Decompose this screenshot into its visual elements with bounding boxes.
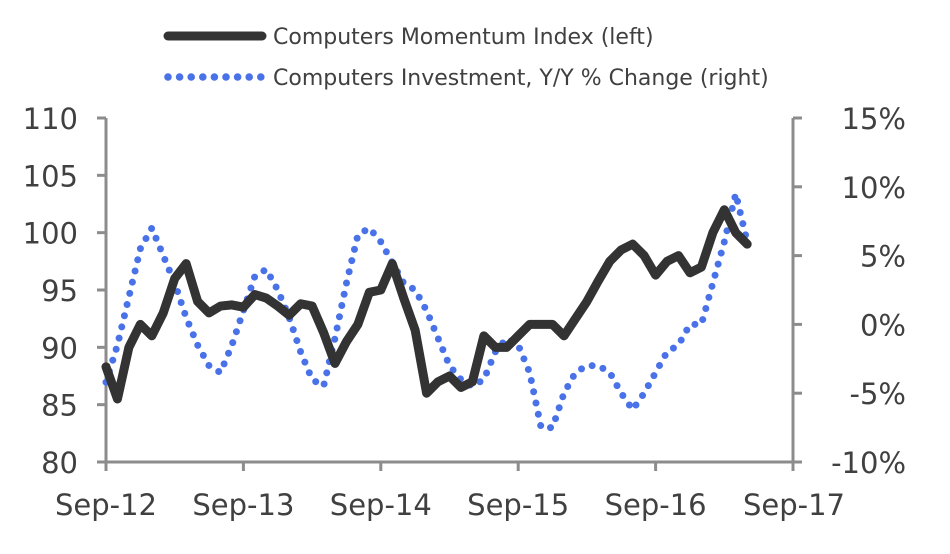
series-momentum — [101, 205, 752, 404]
x-axis: Sep-12 Sep-13 Sep-14 Sep-15 Sep-16 Sep-17 — [55, 462, 845, 522]
left-tick-label: 110 — [23, 102, 78, 136]
x-tick-label: Sep-16 — [605, 488, 707, 522]
x-tick-label: Sep-12 — [55, 488, 157, 522]
momentum-line — [101, 205, 752, 404]
right-tick-label: -10% — [831, 446, 906, 480]
legend-dot — [199, 73, 207, 81]
legend-dot — [257, 73, 265, 81]
left-axis: 110 105 100 95 90 85 80 — [23, 102, 106, 480]
legend-swatch-investment — [164, 73, 265, 81]
left-tick-label: 105 — [23, 159, 78, 193]
left-tick-label: 95 — [41, 274, 78, 308]
right-tick-label: 5% — [860, 240, 906, 274]
legend: Computers Momentum Index (left) Computer… — [163, 25, 769, 91]
legend-dot — [245, 73, 253, 81]
right-tick-label: 15% — [842, 102, 906, 136]
right-tick-label: 0% — [860, 308, 906, 342]
legend-dot — [187, 73, 195, 81]
x-tick-label: Sep-13 — [192, 488, 294, 522]
right-axis: 15% 10% 5% 0% -5% -10% — [793, 102, 906, 480]
legend-dot — [210, 73, 219, 81]
x-tick-label: Sep-17 — [743, 488, 845, 522]
left-tick-label: 80 — [41, 446, 78, 480]
left-tick-label: 85 — [41, 389, 78, 423]
right-tick-label: 10% — [842, 171, 906, 205]
left-tick-label: 100 — [23, 217, 78, 251]
legend-dot — [233, 73, 242, 81]
right-tick-label: -5% — [850, 377, 906, 411]
legend-dot — [222, 73, 230, 81]
x-tick-label: Sep-14 — [330, 488, 432, 522]
legend-label-momentum: Computers Momentum Index (left) — [273, 25, 654, 50]
x-tick-label: Sep-15 — [467, 488, 569, 522]
legend-dot — [175, 73, 184, 81]
left-tick-label: 90 — [41, 331, 78, 365]
legend-dot — [164, 73, 172, 81]
legend-label-investment: Computers Investment, Y/Y % Change (righ… — [273, 66, 769, 91]
